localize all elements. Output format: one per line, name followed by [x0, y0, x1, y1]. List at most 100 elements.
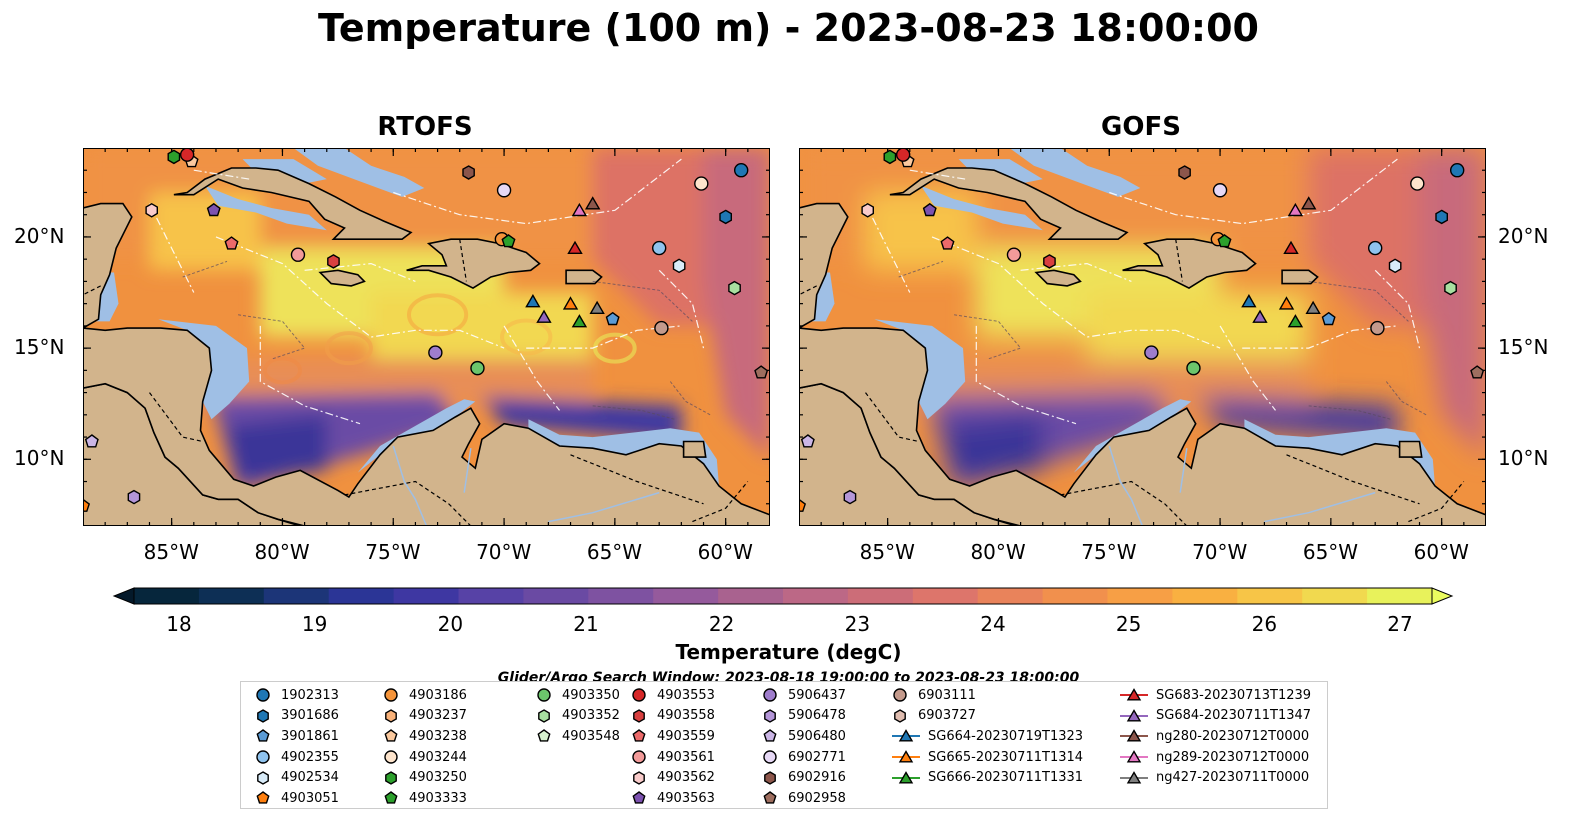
colorbar-segment — [653, 588, 719, 604]
legend-marker-icon — [632, 729, 646, 743]
station-SG664-20230719T1323 — [1241, 293, 1257, 308]
station-SG684-20230711T1347 — [536, 309, 552, 323]
legend-marker-icon — [257, 709, 269, 723]
legend-item: 4903237 — [381, 706, 467, 727]
legend-label: 4903244 — [409, 749, 467, 765]
legend-marker — [385, 709, 397, 723]
legend-marker — [256, 688, 270, 702]
legend-label: SG664-20230719T1323 — [928, 728, 1084, 744]
rivers — [1108, 445, 1376, 526]
legend-marker-icon — [892, 770, 920, 784]
colorbar-extend-low — [112, 587, 135, 605]
legend-marker-icon — [1120, 688, 1148, 701]
shelf-colombia — [1073, 399, 1192, 473]
bathymetry-contours — [898, 260, 1427, 420]
legend-marker — [257, 709, 269, 723]
shelf-venezuela — [1244, 419, 1435, 486]
legend-item: 5906480 — [760, 726, 846, 747]
shelf-venezuela — [528, 419, 719, 486]
legend-item: ng289-20230712T0000 — [1118, 747, 1311, 768]
legend-marker-icon — [537, 688, 551, 702]
legend-marker-icon — [632, 791, 646, 804]
legend-marker-icon — [633, 770, 645, 785]
shelf-bahamas — [293, 148, 425, 197]
legend-item: 4903559 — [629, 726, 715, 747]
station-1902313 — [1449, 163, 1465, 178]
legend-item: 4903562 — [629, 767, 715, 788]
legend-marker-icon — [1120, 770, 1148, 784]
legend-label: 5906478 — [788, 708, 846, 724]
legend-label: 4903559 — [657, 728, 715, 744]
station-4903250 — [167, 149, 181, 165]
colorbar-tick-label: 24 — [980, 612, 1006, 636]
figure-title: Temperature (100 m) - 2023-08-23 18:00:0… — [317, 6, 1259, 50]
legend-marker — [384, 688, 398, 702]
lat-tick-label: 10°N — [1498, 446, 1549, 471]
legend-column: SG683-20230713T1239 SG684-20230711T1347 ng… — [1118, 685, 1311, 788]
colorbar-segment — [523, 588, 589, 604]
rivers — [392, 445, 660, 526]
legend-marker — [384, 729, 398, 743]
lon-tick-label: 85°W — [859, 540, 915, 564]
station-5906480 — [800, 434, 815, 448]
colorbar-segment — [198, 588, 265, 604]
station-3901686 — [1435, 209, 1448, 225]
station-4903559 — [224, 236, 239, 250]
station-4903563 — [206, 202, 221, 217]
legend-marker — [763, 791, 777, 804]
station-4903553 — [895, 148, 911, 162]
legend-marker — [893, 688, 907, 702]
colorbar-label: Temperature (degC) — [675, 640, 902, 664]
station-4903561 — [1006, 247, 1022, 262]
legend-label: 3901686 — [281, 708, 339, 724]
legend-label: 4903553 — [657, 687, 715, 703]
colorbar-segment — [588, 588, 654, 604]
station-6902916 — [1178, 165, 1191, 180]
legend-item: SG684-20230711T1347 — [1118, 706, 1311, 727]
legend-marker — [256, 750, 270, 764]
legend-marker-icon — [892, 729, 920, 742]
land-yucatan — [799, 202, 849, 330]
station-3901861 — [605, 311, 620, 326]
colorbar-segment — [847, 588, 914, 604]
shelf-bahamas — [1009, 148, 1141, 197]
legend-label: 4903562 — [657, 770, 715, 786]
legend-marker-icon — [537, 729, 551, 743]
legend-label: 4903250 — [409, 770, 467, 786]
legend-marker-icon — [633, 709, 645, 723]
station-4902534 — [1388, 258, 1402, 274]
station-4903558 — [327, 254, 340, 269]
legend-item: 5906437 — [760, 685, 846, 706]
land-hispaniola — [1122, 238, 1257, 290]
station-4903352 — [728, 280, 741, 296]
legend-item: 4903238 — [381, 726, 467, 747]
station-4902534 — [672, 258, 686, 274]
station-1902313 — [733, 163, 749, 178]
colorbar-outline — [133, 587, 1433, 605]
legend-label: 6903727 — [918, 708, 976, 724]
station-5906480 — [84, 434, 99, 448]
colorbar-tick-label: 27 — [1387, 612, 1413, 636]
station-6902771 — [1212, 183, 1228, 198]
legend-marker — [537, 688, 551, 702]
lon-tick-label: 75°W — [365, 540, 421, 564]
lon-tick-label: 60°W — [697, 540, 753, 564]
legend-marker-icon — [384, 688, 398, 702]
legend-column: 5906437 5906478 5906480 6902771 6902916 69029… — [760, 685, 846, 809]
legend-column: 6903111 6903727 SG664-20230719T1323 SG665-2… — [890, 685, 1083, 788]
legend-marker-icon — [763, 791, 777, 804]
colorbar-segment — [783, 588, 849, 604]
colorbar-segment — [263, 588, 330, 604]
station-4903244 — [694, 176, 709, 191]
legend-marker-icon — [893, 688, 907, 702]
legend-marker — [632, 750, 646, 764]
station-6902958 — [754, 365, 769, 379]
shelf-colombia — [357, 399, 476, 473]
station-4903559 — [940, 236, 955, 250]
colorbar-segment — [393, 588, 459, 604]
lat-tick-label: 15°N — [1498, 335, 1549, 360]
legend-item: 4903548 — [534, 726, 620, 747]
colorbar-segment — [1237, 588, 1303, 604]
legend-label: 4903350 — [562, 687, 620, 703]
legend-item: 4902355 — [253, 747, 339, 768]
